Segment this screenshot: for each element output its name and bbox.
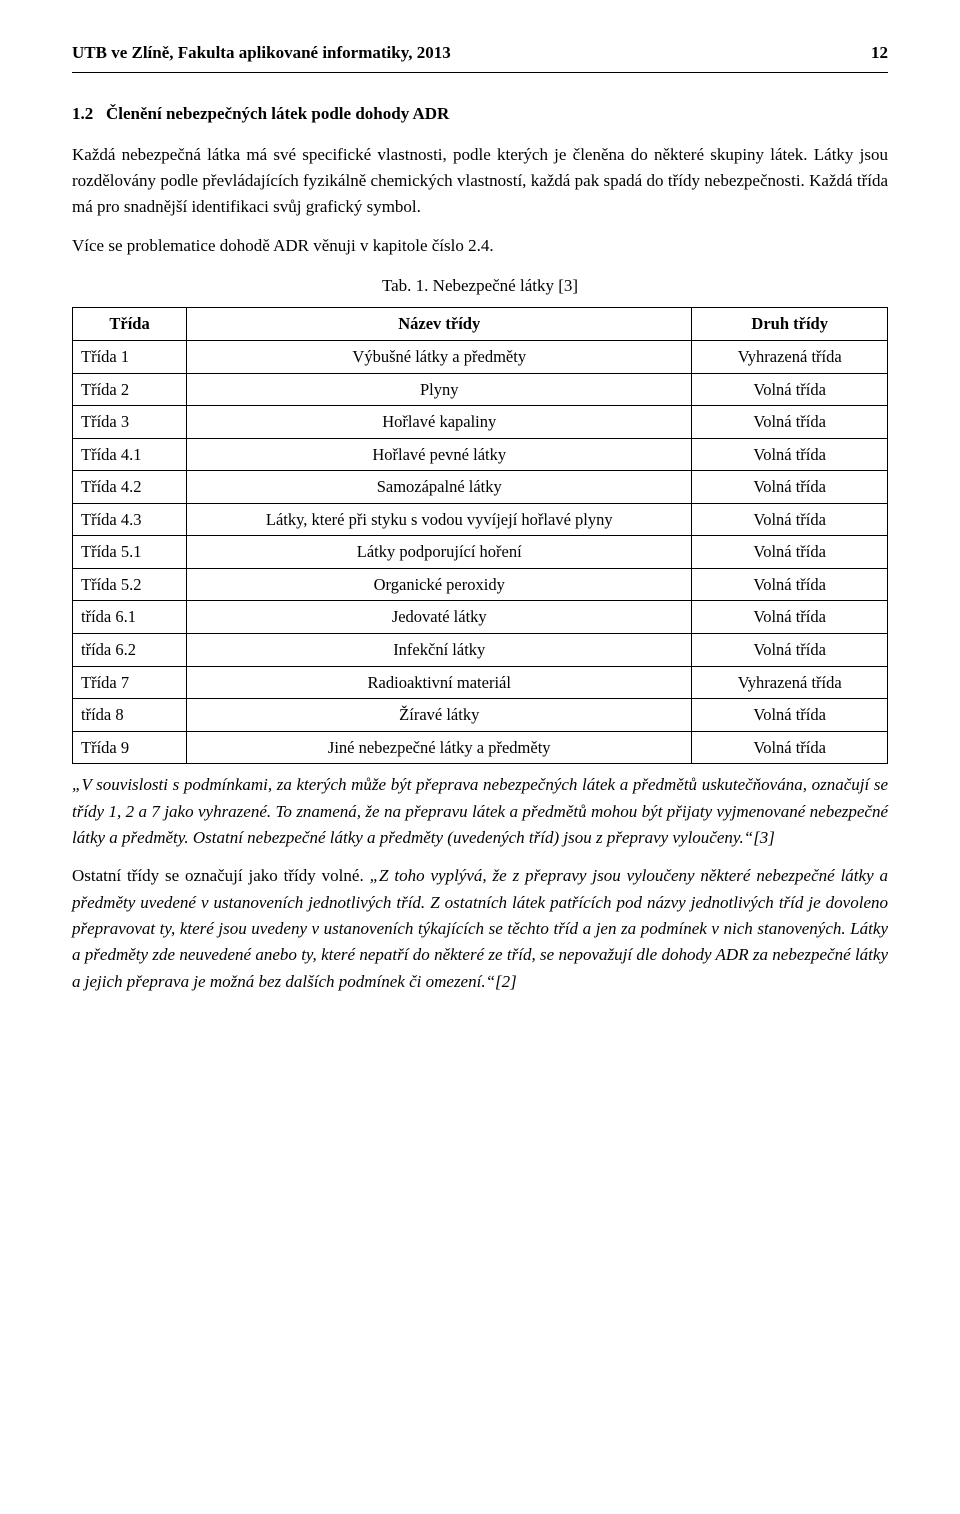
table-cell: Třída 5.2 xyxy=(73,568,187,601)
quote-1: „V souvislosti s podmínkami, za kterých … xyxy=(72,772,888,851)
table-cell: Radioaktivní materiál xyxy=(187,666,692,699)
table-cell: Volná třída xyxy=(692,438,888,471)
table-row: Třída 4.3Látky, které při styku s vodou … xyxy=(73,503,888,536)
table-cell: Volná třída xyxy=(692,568,888,601)
table-cell: Volná třída xyxy=(692,699,888,732)
table-cell: Organické peroxidy xyxy=(187,568,692,601)
table-row: Třída 2PlynyVolná třída xyxy=(73,373,888,406)
table-cell: Infekční látky xyxy=(187,634,692,667)
table-row: třída 8Žíravé látkyVolná třída xyxy=(73,699,888,732)
table-row: třída 6.2Infekční látkyVolná třída xyxy=(73,634,888,667)
table-cell: Hořlavé pevné látky xyxy=(187,438,692,471)
table-cell: Samozápalné látky xyxy=(187,471,692,504)
table-cell: Volná třída xyxy=(692,731,888,764)
table-row: Třída 5.2Organické peroxidyVolná třída xyxy=(73,568,888,601)
section-number: 1.2 xyxy=(72,104,93,123)
quote-2-lead: Ostatní třídy se označují jako třídy vol… xyxy=(72,866,370,885)
table-cell: Volná třída xyxy=(692,634,888,667)
table-row: Třída 1Výbušné látky a předmětyVyhrazená… xyxy=(73,340,888,373)
table-cell: Látky, které při styku s vodou vyvíjejí … xyxy=(187,503,692,536)
table-row: Třída 5.1Látky podporující hořeníVolná t… xyxy=(73,536,888,569)
table-cell: Hořlavé kapaliny xyxy=(187,406,692,439)
quote-1-text: „V souvislosti s podmínkami, za kterých … xyxy=(72,775,888,847)
table-cell: třída 6.1 xyxy=(73,601,187,634)
table-cell: Látky podporující hoření xyxy=(187,536,692,569)
table-cell: Žíravé látky xyxy=(187,699,692,732)
table-cell: Volná třída xyxy=(692,601,888,634)
table-cell: Vyhrazená třída xyxy=(692,666,888,699)
table-cell: Třída 4.3 xyxy=(73,503,187,536)
header-page-number: 12 xyxy=(871,40,888,66)
table-row: Třída 4.1Hořlavé pevné látkyVolná třída xyxy=(73,438,888,471)
quote-2-paragraph: Ostatní třídy se označují jako třídy vol… xyxy=(72,863,888,995)
table-row: Třída 9Jiné nebezpečné látky a předmětyV… xyxy=(73,731,888,764)
table-row: Třída 4.2Samozápalné látkyVolná třída xyxy=(73,471,888,504)
col-header-type: Druh třídy xyxy=(692,308,888,341)
table-body: Třída 1Výbušné látky a předmětyVyhrazená… xyxy=(73,340,888,763)
paragraph-1: Každá nebezpečná látka má své specifické… xyxy=(72,142,888,221)
section-title-text: Členění nebezpečných látek podle dohody … xyxy=(106,104,449,123)
table-cell: Třída 4.1 xyxy=(73,438,187,471)
table-cell: Třída 2 xyxy=(73,373,187,406)
table-header-row: Třída Název třídy Druh třídy xyxy=(73,308,888,341)
table-cell: Třída 3 xyxy=(73,406,187,439)
table-row: třída 6.1Jedovaté látkyVolná třída xyxy=(73,601,888,634)
table-cell: Volná třída xyxy=(692,471,888,504)
header-left: UTB ve Zlíně, Fakulta aplikované informa… xyxy=(72,40,451,66)
paragraph-2: Více se problematice dohodě ADR věnuji v… xyxy=(72,233,888,259)
table-cell: Plyny xyxy=(187,373,692,406)
table-cell: třída 6.2 xyxy=(73,634,187,667)
table-row: Třída 3Hořlavé kapalinyVolná třída xyxy=(73,406,888,439)
table-cell: Třída 7 xyxy=(73,666,187,699)
table-row: Třída 7Radioaktivní materiálVyhrazená tř… xyxy=(73,666,888,699)
table-cell: třída 8 xyxy=(73,699,187,732)
table-cell: Třída 5.1 xyxy=(73,536,187,569)
table-cell: Třída 1 xyxy=(73,340,187,373)
table-cell: Volná třída xyxy=(692,536,888,569)
table-cell: Volná třída xyxy=(692,373,888,406)
col-header-name: Název třídy xyxy=(187,308,692,341)
table-cell: Volná třída xyxy=(692,503,888,536)
table-cell: Vyhrazená třída xyxy=(692,340,888,373)
table-cell: Jedovaté látky xyxy=(187,601,692,634)
table-cell: Jiné nebezpečné látky a předměty xyxy=(187,731,692,764)
page-header: UTB ve Zlíně, Fakulta aplikované informa… xyxy=(72,40,888,73)
hazard-classes-table: Třída Název třídy Druh třídy Třída 1Výbu… xyxy=(72,307,888,764)
table-cell: Třída 4.2 xyxy=(73,471,187,504)
section-heading: 1.2 Členění nebezpečných látek podle doh… xyxy=(72,101,888,127)
table-caption: Tab. 1. Nebezpečné látky [3] xyxy=(72,273,888,299)
table-cell: Výbušné látky a předměty xyxy=(187,340,692,373)
table-cell: Třída 9 xyxy=(73,731,187,764)
col-header-class: Třída xyxy=(73,308,187,341)
table-cell: Volná třída xyxy=(692,406,888,439)
